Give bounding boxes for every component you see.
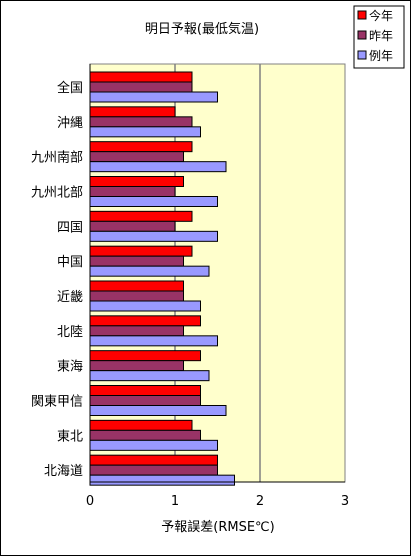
bar-8-2	[89, 370, 210, 382]
legend-swatch-1	[357, 30, 367, 40]
x-tick-label-3: 3	[341, 494, 349, 509]
bar-4-1	[89, 220, 176, 232]
bar-9-1	[89, 395, 201, 406]
bar-8-1	[89, 360, 184, 372]
category-label-9: 関東甲信	[31, 394, 83, 410]
bar-1-0	[89, 106, 176, 118]
bar-2-1	[89, 151, 184, 163]
bar-0-0	[89, 71, 193, 83]
category-label-6: 近畿	[57, 290, 83, 305]
bar-10-1	[89, 429, 201, 441]
bar-3-0	[89, 176, 184, 187]
category-label-11: 北海道	[44, 464, 83, 479]
bar-10-2	[89, 439, 218, 451]
bar-6-1	[89, 290, 184, 302]
bar-1-1	[89, 116, 193, 128]
category-label-3: 九州北部	[31, 186, 83, 201]
category-label-10: 東北	[57, 428, 83, 444]
bar-6-0	[89, 280, 184, 292]
bar-2-2	[89, 161, 227, 173]
bar-5-2	[89, 265, 210, 277]
bar-3-1	[89, 186, 176, 197]
legend-label-0: 今年	[369, 8, 393, 23]
bar-11-1	[89, 464, 218, 476]
bar-1-2	[89, 126, 201, 138]
bar-9-2	[89, 405, 227, 416]
category-label-7: 北陸	[57, 324, 83, 340]
bar-5-1	[89, 255, 184, 267]
x-tick-labels: 0 1 2 3	[86, 494, 349, 509]
x-tick-label-1: 1	[171, 494, 179, 509]
bar-7-1	[89, 325, 184, 337]
category-label-4: 四国	[57, 220, 83, 235]
x-axis-title: 予報誤差(RMSE℃)	[161, 519, 274, 535]
bar-7-0	[89, 315, 201, 327]
bar-3-2	[89, 196, 218, 207]
bar-0-2	[89, 91, 218, 103]
bar-0-1	[89, 81, 193, 93]
category-label-0: 全国	[57, 80, 83, 96]
bar-7-2	[89, 335, 218, 347]
category-label-5: 中国	[57, 255, 83, 270]
bar-11-2	[89, 474, 235, 486]
bar-9-0	[89, 385, 201, 396]
bar-5-0	[89, 245, 193, 257]
legend-swatch-0	[357, 10, 367, 20]
legend-swatch-2	[357, 50, 367, 60]
bar-11-0	[89, 454, 218, 466]
x-tick-label-0: 0	[86, 494, 94, 509]
bar-4-2	[89, 230, 218, 242]
legend-label-1: 昨年	[369, 29, 393, 43]
category-label-1: 沖縄	[57, 116, 83, 131]
bar-10-0	[89, 419, 193, 431]
chart-title: 明日予報(最低気温)	[145, 21, 259, 37]
x-tick-label-2: 2	[256, 494, 264, 509]
category-label-8: 東海	[57, 359, 83, 375]
bar-2-0	[89, 141, 193, 153]
category-label-2: 九州南部	[31, 150, 83, 166]
legend-label-2: 例年	[369, 49, 393, 63]
bar-4-0	[89, 210, 193, 222]
bar-8-0	[89, 350, 201, 362]
bar-6-2	[89, 300, 201, 312]
